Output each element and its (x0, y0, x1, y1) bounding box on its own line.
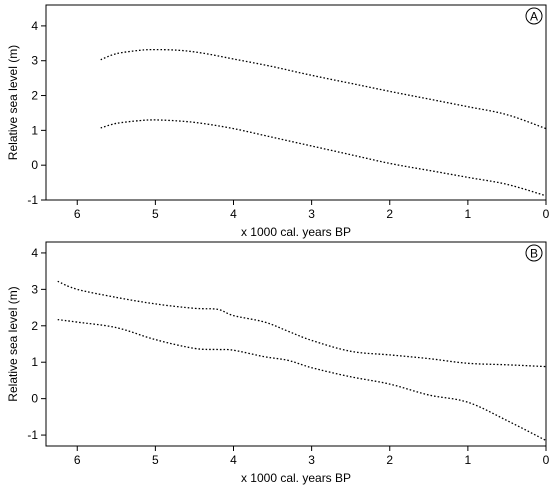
y-tick-label: 3 (31, 54, 38, 68)
x-tick-label: 3 (308, 453, 315, 467)
x-tick-label: 0 (543, 453, 550, 467)
x-tick-label: 6 (74, 207, 81, 221)
y-tick-label: -1 (27, 193, 38, 207)
x-tick-label: 6 (74, 453, 81, 467)
y-axis-label: Relative sea level (m) (6, 45, 20, 160)
plot-frame (45, 4, 547, 201)
x-tick-label: 4 (230, 453, 237, 467)
y-tick-label: 4 (31, 19, 38, 33)
y-axis-label: Relative sea level (m) (6, 286, 20, 401)
y-tick-label: 1 (31, 123, 38, 137)
chart-panel-b: 6 5 4 3 2 1 0 -1 0 1 2 3 4 x 1000 cal. years BP Relati… (6, 241, 550, 485)
x-tick-label: 1 (465, 207, 472, 221)
y-tick-label: 2 (31, 319, 38, 333)
x-tick-label: 2 (386, 207, 393, 221)
x-tick-label: 1 (465, 453, 472, 467)
y-tick-label: 1 (31, 355, 38, 369)
series-line-upper (57, 280, 547, 368)
x-tick-label: 2 (386, 453, 393, 467)
y-tick-label: 0 (31, 392, 38, 406)
panel-label-circle (525, 244, 543, 262)
series-line-lower (100, 119, 547, 197)
x-axis-label: x 1000 cal. years BP (241, 225, 351, 239)
series-line-upper (100, 48, 547, 130)
x-tick-label: 3 (308, 207, 315, 221)
y-tick-label: -1 (27, 428, 38, 442)
y-tick-label: 4 (31, 246, 38, 260)
panel-label: B (530, 247, 538, 261)
x-tick-label: 4 (230, 207, 237, 221)
y-tick-label: 2 (31, 89, 38, 103)
series-line-lower (57, 318, 547, 442)
x-tick-label: 5 (152, 207, 159, 221)
plot-frame (45, 241, 547, 447)
x-tick-label: 5 (152, 453, 159, 467)
panel-label: A (530, 10, 538, 24)
panel-label-circle (525, 7, 543, 25)
y-tick-label: 0 (31, 158, 38, 172)
chart-panel-a: 6 5 4 3 2 1 0 -1 0 1 2 3 4 x 1000 cal. years BP Relati… (6, 4, 550, 239)
y-tick-label: 3 (31, 282, 38, 296)
x-axis-label: x 1000 cal. years BP (241, 471, 351, 485)
x-tick-label: 0 (543, 207, 550, 221)
